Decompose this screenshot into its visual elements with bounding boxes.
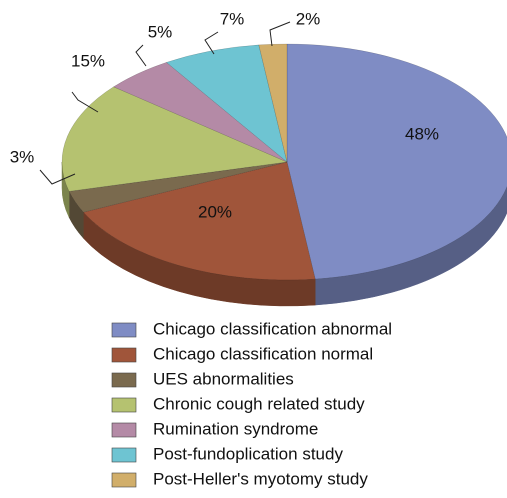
slice [286, 43, 507, 280]
slice [258, 43, 288, 163]
data-label: 20% [198, 202, 232, 221]
legend-swatch [111, 322, 137, 338]
data-label: 48% [405, 124, 439, 143]
legend-label: Chicago classification abnormal [153, 319, 392, 338]
data-label: 7% [220, 9, 245, 28]
slice [68, 161, 288, 213]
legend-swatch [111, 397, 137, 413]
legend-swatch [111, 472, 137, 488]
data-label: 3% [10, 147, 35, 166]
leader-line [71, 91, 99, 113]
data-label: 2% [296, 9, 321, 28]
leader-line [135, 44, 147, 67]
legend-swatch [111, 372, 137, 388]
data-label: 5% [148, 22, 173, 41]
legend-label: Post-Heller's myotomy study [153, 469, 368, 488]
legend-label: Chicago classification normal [153, 344, 373, 363]
slice [165, 44, 288, 163]
leader-line [204, 31, 219, 55]
legend-label: Rumination syndrome [153, 419, 318, 438]
leader-line [269, 21, 291, 47]
slice [82, 161, 316, 281]
legend-label: UES abnormalities [153, 369, 294, 388]
legend-swatch [111, 422, 137, 438]
legend-swatch [111, 347, 137, 363]
data-label: 15% [71, 51, 105, 70]
legend-label: Chronic cough related study [153, 394, 365, 413]
legend-swatch [111, 447, 137, 463]
leader-line [39, 169, 76, 185]
legend-label: Post-fundoplication study [153, 444, 343, 463]
slice [113, 62, 288, 163]
slice [61, 86, 288, 192]
